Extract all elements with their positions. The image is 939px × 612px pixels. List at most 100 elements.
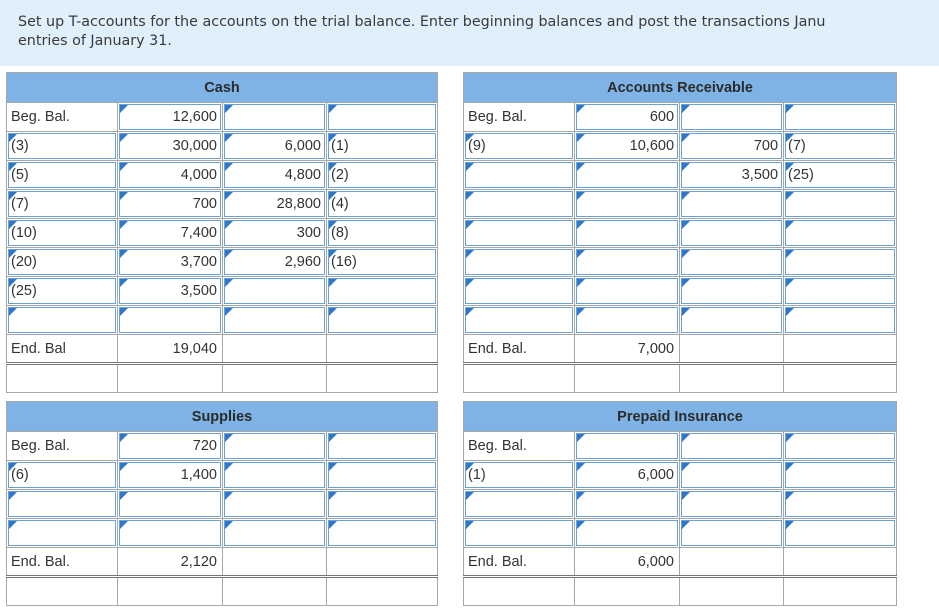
debit-ref-input[interactable]: (3) — [8, 133, 116, 159]
credit-ref-input[interactable] — [328, 491, 436, 517]
debit-amount-input[interactable] — [119, 491, 221, 517]
debit-amount-input[interactable]: 3,500 — [119, 278, 221, 304]
debit-amount-input[interactable] — [576, 520, 678, 546]
debit-amount-input[interactable] — [576, 307, 679, 333]
debit-amount-input[interactable]: 7,400 — [119, 220, 221, 246]
credit-amount-input[interactable]: 2,960 — [224, 249, 325, 275]
entry-marker-icon — [682, 492, 690, 500]
credit-ref-input[interactable]: (4) — [328, 191, 437, 217]
credit-ref-input[interactable] — [785, 249, 896, 275]
credit-ref-input[interactable] — [328, 307, 437, 333]
credit-amount-input[interactable] — [681, 491, 782, 517]
debit-amount-input[interactable] — [576, 191, 679, 217]
end-bal-value: 7,000 — [637, 340, 675, 357]
credit-amount-input[interactable]: 4,800 — [224, 162, 325, 188]
credit-ref-input[interactable]: (1) — [328, 133, 437, 159]
credit-ref-input[interactable] — [785, 104, 896, 130]
debit-amount-input[interactable] — [576, 220, 679, 246]
debit-ref-input[interactable] — [465, 278, 574, 304]
entry-marker-icon — [120, 134, 128, 142]
credit-ref-input[interactable] — [328, 278, 437, 304]
credit-amount-input[interactable]: 6,000 — [224, 133, 325, 159]
beg-bal-input[interactable]: 720 — [119, 433, 221, 459]
debit-ref-input[interactable] — [8, 491, 116, 517]
credit-ref-input[interactable] — [328, 462, 436, 488]
debit-amount-input[interactable]: 6,000 — [576, 462, 678, 488]
credit-amount-input[interactable]: 3,500 — [681, 162, 783, 188]
credit-amount-input[interactable]: 28,800 — [224, 191, 325, 217]
credit-ref-input[interactable]: (8) — [328, 220, 437, 246]
beg-bal-input[interactable]: 600 — [576, 104, 679, 130]
credit-amount-input[interactable] — [681, 191, 783, 217]
debit-amount-input[interactable] — [119, 520, 221, 546]
credit-ref-input[interactable] — [328, 520, 436, 546]
credit-amount-input[interactable]: 300 — [224, 220, 325, 246]
entry-marker-icon — [682, 105, 691, 113]
debit-ref-input[interactable] — [8, 307, 116, 333]
credit-ref-input[interactable] — [785, 491, 896, 517]
debit-amount-input[interactable]: 30,000 — [119, 133, 221, 159]
debit-ref-input[interactable] — [465, 162, 574, 188]
credit-amount-input[interactable] — [224, 104, 325, 130]
debit-ref-input[interactable]: (1) — [465, 462, 573, 488]
credit-amount-input[interactable] — [681, 104, 783, 130]
credit-amount-input[interactable] — [681, 462, 782, 488]
debit-amount-input[interactable]: 10,600 — [576, 133, 679, 159]
debit-ref-input[interactable]: (6) — [8, 462, 116, 488]
debit-amount-input[interactable]: 700 — [119, 191, 221, 217]
entry-marker-icon — [329, 250, 337, 258]
credit-amount-input[interactable] — [224, 278, 325, 304]
credit-ref-input[interactable]: (7) — [785, 133, 896, 159]
credit-amount-input[interactable] — [681, 307, 783, 333]
credit-amount-input[interactable] — [224, 307, 325, 333]
debit-ref-input[interactable]: (7) — [8, 191, 116, 217]
debit-amount-input[interactable]: 4,000 — [119, 162, 221, 188]
debit-amount-input[interactable]: 1,400 — [119, 462, 221, 488]
beg-bal-input[interactable]: 12,600 — [119, 104, 221, 130]
credit-amount-input[interactable] — [681, 220, 783, 246]
entry-marker-icon — [466, 308, 475, 316]
debit-ref-input[interactable]: (25) — [8, 278, 116, 304]
debit-ref-input[interactable] — [465, 307, 574, 333]
credit-amount-input[interactable] — [224, 462, 325, 488]
debit-amount-input[interactable] — [576, 162, 679, 188]
debit-ref-input[interactable] — [465, 520, 573, 546]
debit-ref-input[interactable] — [465, 491, 573, 517]
credit-ref-input[interactable] — [785, 520, 896, 546]
credit-amount-input[interactable] — [224, 491, 325, 517]
credit-amount-input[interactable] — [681, 520, 782, 546]
credit-amount-input[interactable] — [681, 249, 783, 275]
credit-amount-input[interactable] — [224, 520, 325, 546]
credit-ref-input[interactable] — [785, 220, 896, 246]
debit-ref-input[interactable] — [465, 249, 574, 275]
debit-amount-input[interactable] — [119, 307, 221, 333]
credit-ref-input[interactable] — [328, 433, 436, 459]
credit-ref-input[interactable] — [785, 307, 896, 333]
debit-ref-input[interactable]: (9) — [465, 133, 574, 159]
credit-ref-input[interactable]: (2) — [328, 162, 437, 188]
entry-marker-icon — [225, 279, 233, 287]
beg-bal-input[interactable] — [576, 433, 678, 459]
credit-ref-input[interactable] — [785, 278, 896, 304]
debit-ref-input[interactable] — [465, 220, 574, 246]
credit-ref-input[interactable]: (25) — [785, 162, 896, 188]
entry-marker-icon — [225, 463, 233, 471]
debit-ref-input[interactable]: (5) — [8, 162, 116, 188]
debit-ref-input[interactable]: (10) — [8, 220, 116, 246]
credit-ref-input[interactable] — [785, 433, 896, 459]
debit-ref-input[interactable] — [8, 520, 116, 546]
debit-ref-input[interactable] — [465, 191, 574, 217]
debit-amount-input[interactable]: 3,700 — [119, 249, 221, 275]
credit-amount-input[interactable]: 700 — [681, 133, 783, 159]
debit-amount-input[interactable] — [576, 278, 679, 304]
credit-amount-input[interactable] — [681, 433, 782, 459]
credit-ref-input[interactable] — [785, 191, 896, 217]
credit-ref-input[interactable] — [328, 104, 437, 130]
credit-ref-input[interactable] — [785, 462, 896, 488]
credit-ref-input[interactable]: (16) — [328, 249, 437, 275]
debit-ref-input[interactable]: (20) — [8, 249, 116, 275]
debit-amount-input[interactable] — [576, 491, 678, 517]
credit-amount-input[interactable] — [224, 433, 325, 459]
credit-amount-input[interactable] — [681, 278, 783, 304]
debit-amount-input[interactable] — [576, 249, 679, 275]
